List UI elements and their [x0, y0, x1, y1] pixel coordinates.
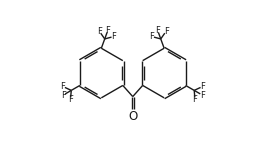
Text: F: F	[105, 26, 110, 35]
Text: F: F	[60, 82, 65, 91]
Text: F: F	[111, 32, 116, 41]
Text: F: F	[97, 27, 102, 36]
Text: F: F	[200, 91, 205, 99]
Text: O: O	[128, 110, 137, 123]
Text: F: F	[200, 82, 205, 91]
Text: F: F	[155, 26, 160, 35]
Text: F: F	[193, 95, 197, 104]
Text: F: F	[61, 91, 66, 99]
Text: F: F	[149, 32, 154, 41]
Text: F: F	[68, 95, 73, 104]
Text: F: F	[164, 27, 169, 36]
